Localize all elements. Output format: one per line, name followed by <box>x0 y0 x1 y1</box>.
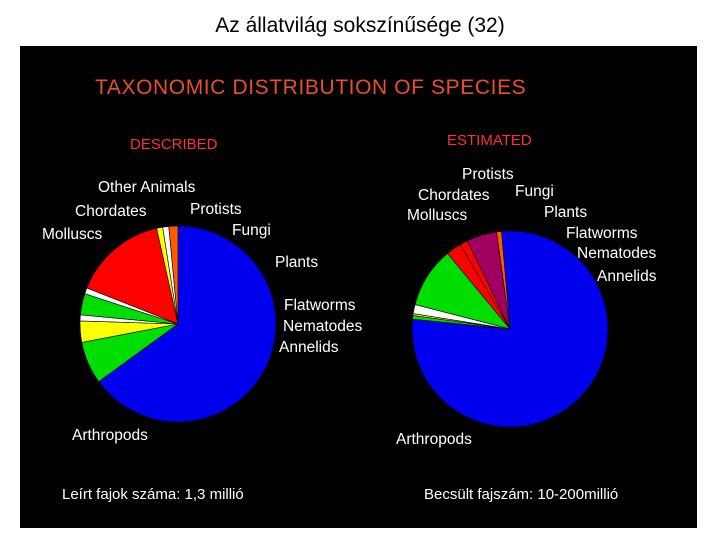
estimated-label-arthropods: Arthropods <box>396 431 472 448</box>
estimated-label-nematodes: Nematodes <box>577 245 657 262</box>
estimated-label-fungi: Fungi <box>515 183 554 200</box>
estimated-label-chordates: Chordates <box>418 187 490 204</box>
described-label-protists: Protists <box>190 201 242 218</box>
described-label-nematodes: Nematodes <box>283 318 363 335</box>
estimated-label-protists: Protists <box>462 166 514 183</box>
estimated-chart-title: ESTIMATED <box>447 132 532 149</box>
estimated-label-flatworms: Flatworms <box>566 225 638 242</box>
described-slice-arthropods <box>98 225 277 423</box>
described-label-fungi: Fungi <box>232 222 271 239</box>
described-label-other-animals: Other Animals <box>98 179 196 196</box>
estimated-slice-annelids <box>496 231 511 330</box>
described-caption: Leírt fajok száma: 1,3 millió <box>62 486 244 503</box>
described-slice-plants <box>86 228 179 325</box>
described-label-molluscs: Molluscs <box>42 226 103 243</box>
described-slice-annelids <box>168 225 179 325</box>
estimated-label-molluscs: Molluscs <box>407 207 468 224</box>
described-label-plants: Plants <box>275 254 318 271</box>
estimated-label-plants: Plants <box>544 204 587 221</box>
described-label-annelids: Annelids <box>279 339 339 356</box>
slide-title: TAXONOMIC DISTRIBUTION OF SPECIES <box>95 76 527 99</box>
described-label-flatworms: Flatworms <box>284 297 356 314</box>
described-label-chordates: Chordates <box>75 203 147 220</box>
estimated-label-annelids: Annelids <box>597 268 657 285</box>
slide-panel: TAXONOMIC DISTRIBUTION OF SPECIES DESCRI… <box>20 46 697 528</box>
page-title: Az állatvilág sokszínűsége (32) <box>215 14 505 37</box>
estimated-caption: Becsült fajszám: 10-200millió <box>424 486 619 503</box>
pie-charts: Arthropods Molluscs Chordates Other Animals… <box>42 166 657 448</box>
described-label-arthropods: Arthropods <box>72 427 148 444</box>
described-chart-title: DESCRIBED <box>130 136 218 153</box>
